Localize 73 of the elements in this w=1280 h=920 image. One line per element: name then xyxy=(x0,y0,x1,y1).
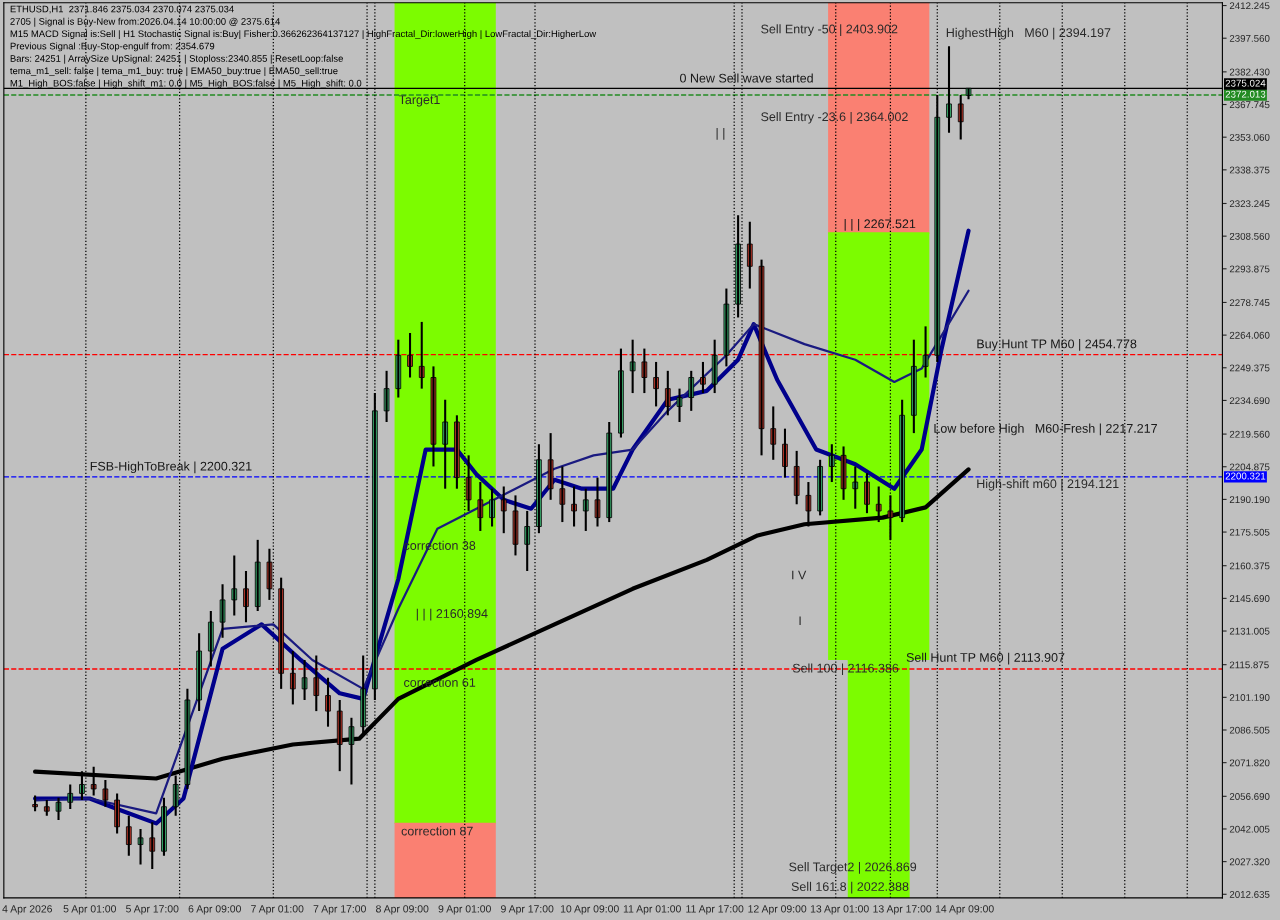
annotation: | | xyxy=(716,128,725,140)
annotation: Sell Entry -23.6 | 2364.002 xyxy=(761,111,908,124)
annotation: I V xyxy=(792,570,807,580)
annotation: Target1 xyxy=(398,95,440,107)
y-tick-label: 2293.875 xyxy=(1229,265,1270,273)
y-tick-label: 2397.560 xyxy=(1229,34,1270,42)
y-tick-label: 2101.190 xyxy=(1229,694,1270,701)
annotation: Sell Hunt TP M60 | 2113.907 xyxy=(906,652,1065,665)
annotation: Bars: 24251 | ArraySize UpSignal: 24251 | Stoploss:2340.855 | ResetLoop:false xyxy=(10,54,343,64)
x-tick-label: 12 Apr 09:00 xyxy=(748,905,807,915)
y-tick-label: 2323.245 xyxy=(1229,200,1270,208)
y-tick-label: 2086.505 xyxy=(1229,726,1270,734)
annotation: | | | 2160.894 xyxy=(416,608,488,621)
candlestick xyxy=(219,583,226,639)
y-tick-label: 2071.820 xyxy=(1229,759,1270,767)
y-tick-label: 2412.245 xyxy=(1229,2,1270,10)
annotation: Low before High M60-Fresh | 2217.217 xyxy=(934,423,1157,436)
x-tick-label: 14 Apr 09:00 xyxy=(935,905,994,915)
y-tick-label: 2353.060 xyxy=(1229,133,1270,141)
x-tick-label: 9 Apr 17:00 xyxy=(501,905,554,915)
y-tick-label: 2264.060 xyxy=(1229,331,1270,339)
ref-line-label: 2372.013 xyxy=(1225,90,1266,98)
annotation: FSB-HighToBreak | 2200.321 xyxy=(90,461,252,474)
ref-line-label: 2200.321 xyxy=(1225,472,1266,480)
candlestick xyxy=(922,325,929,379)
y-tick-label: 2012.635 xyxy=(1229,891,1270,898)
x-tick-label: 13 Apr 17:00 xyxy=(873,905,932,915)
annotation: High-shift m60 | 2194.121 xyxy=(977,478,1119,491)
y-tick-label: 2131.005 xyxy=(1229,627,1270,635)
y-tick-label: 2042.005 xyxy=(1229,825,1270,833)
annotation: Buy Hunt TP M60 | 2454.778 xyxy=(977,339,1137,351)
y-tick-label: 2219.560 xyxy=(1229,430,1270,438)
annotation: I xyxy=(799,616,801,625)
annotation: Previous Signal :Buy-Stop-engulf from: 2354.679 xyxy=(10,42,215,52)
y-tick-label: 2367.745 xyxy=(1229,101,1270,109)
annotation: Sell Entry -50 | 2403.902 xyxy=(761,24,898,36)
x-tick-label: 5 Apr 17:00 xyxy=(126,905,179,915)
y-tick-label: 2115.875 xyxy=(1229,661,1269,669)
annotation: Sell 161.8 | 2022.388 xyxy=(791,881,909,894)
ref-line-label: 2375.024 xyxy=(1225,79,1266,87)
y-tick-label: 2190.190 xyxy=(1229,496,1270,504)
annotation: correction 87 xyxy=(401,826,473,836)
annotation: tema_m1_sell: false | tema_m1_buy: true | EMA50_buy:true | EMA50_sell:true xyxy=(10,67,338,77)
y-tick-label: 2278.745 xyxy=(1229,299,1270,307)
bar xyxy=(394,823,496,898)
annotation: ETHUSD,H1 2371.846 2375.034 2370.074 2375.034 xyxy=(10,5,234,14)
annotation: 2705 | Signal is Buy-New from:2026.04.14 10:00:00 @ 2375.614 xyxy=(10,17,281,27)
bar xyxy=(828,232,930,660)
y-tick-label: 2338.375 xyxy=(1229,166,1270,174)
y-tick-label: 2056.690 xyxy=(1229,793,1270,800)
x-tick-label: 8 Apr 09:00 xyxy=(376,905,429,915)
x-tick-label: 10 Apr 09:00 xyxy=(560,905,619,915)
y-tick-label: 2204.875 xyxy=(1229,463,1270,471)
y-tick-label: 2308.560 xyxy=(1229,232,1270,240)
x-tick-label: 13 Apr 01:00 xyxy=(810,905,869,915)
y-tick-label: 2382.430 xyxy=(1229,68,1270,76)
y-tick-label: 2175.505 xyxy=(1229,528,1270,536)
y-tick-label: 2249.375 xyxy=(1229,364,1270,372)
x-tick-label: 7 Apr 01:00 xyxy=(251,905,304,915)
annotation: 0 New Sell wave started xyxy=(680,73,813,83)
y-tick-label: 2234.690 xyxy=(1229,397,1270,405)
x-tick-label: 4 Apr 2026 xyxy=(2,905,53,915)
x-tick-label: 6 Apr 09:00 xyxy=(188,905,241,915)
x-tick-label: 9 Apr 01:00 xyxy=(438,905,491,915)
y-tick-label: 2027.320 xyxy=(1229,858,1270,866)
annotation: | | | 2267.521 xyxy=(844,219,916,231)
y-tick-label: 2145.690 xyxy=(1229,595,1270,602)
x-tick-label: 5 Apr 01:00 xyxy=(63,905,116,915)
x-tick-label: 11 Apr 17:00 xyxy=(686,905,744,915)
x-tick-label: 7 Apr 17:00 xyxy=(313,905,366,915)
x-tick-label: 11 Apr 01:00 xyxy=(623,905,681,915)
y-tick-label: 2160.375 xyxy=(1229,562,1270,570)
annotation: HighestHigh M60 | 2394.197 xyxy=(946,27,1111,40)
